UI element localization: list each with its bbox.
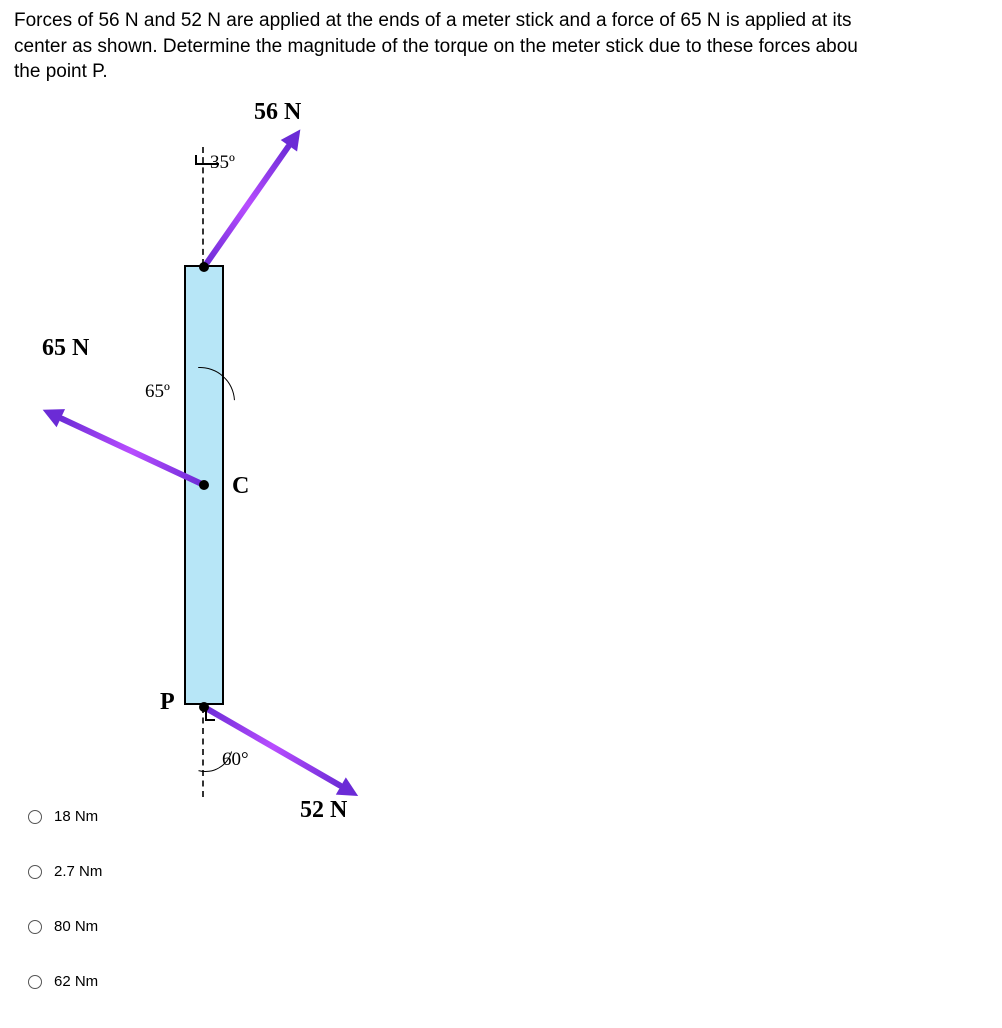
- radio-icon: [28, 975, 42, 989]
- force-label-center: 65 N: [42, 335, 89, 362]
- force-label-top: 56 N: [254, 99, 301, 126]
- radio-icon: [28, 865, 42, 879]
- force-label-bottom: 52 N: [300, 797, 347, 824]
- top-point-dot: [199, 262, 209, 272]
- option-b[interactable]: 2.7 Nm: [28, 863, 102, 880]
- radio-icon: [28, 810, 42, 824]
- angle-label-top: 35º: [210, 152, 235, 174]
- angle-label-bottom: 60°: [222, 749, 249, 771]
- option-a[interactable]: 18 Nm: [28, 808, 102, 825]
- option-label: 18 Nm: [54, 808, 98, 825]
- question-line-2: center as shown. Determine the magnitude…: [14, 36, 858, 57]
- angle-label-center: 65º: [145, 381, 170, 403]
- pivot-point-label: P: [160, 689, 175, 716]
- option-label: 2.7 Nm: [54, 863, 102, 880]
- center-point-label: C: [232, 473, 249, 500]
- question-line-3: the point P.: [14, 61, 108, 82]
- option-c[interactable]: 80 Nm: [28, 918, 102, 935]
- question-line-1: Forces of 56 N and 52 N are applied at t…: [14, 10, 852, 31]
- option-label: 80 Nm: [54, 918, 98, 935]
- center-point-dot: [199, 480, 209, 490]
- angle-marker-bottom: [205, 711, 215, 721]
- option-d[interactable]: 62 Nm: [28, 973, 102, 990]
- radio-icon: [28, 920, 42, 934]
- physics-diagram: 56 N 35º 65 N 65º 52 N 60° C P: [0, 97, 1002, 787]
- option-label: 62 Nm: [54, 973, 98, 990]
- answer-options: 18 Nm 2.7 Nm 80 Nm 62 Nm: [28, 808, 102, 1028]
- question-text: Forces of 56 N and 52 N are applied at t…: [0, 0, 1002, 85]
